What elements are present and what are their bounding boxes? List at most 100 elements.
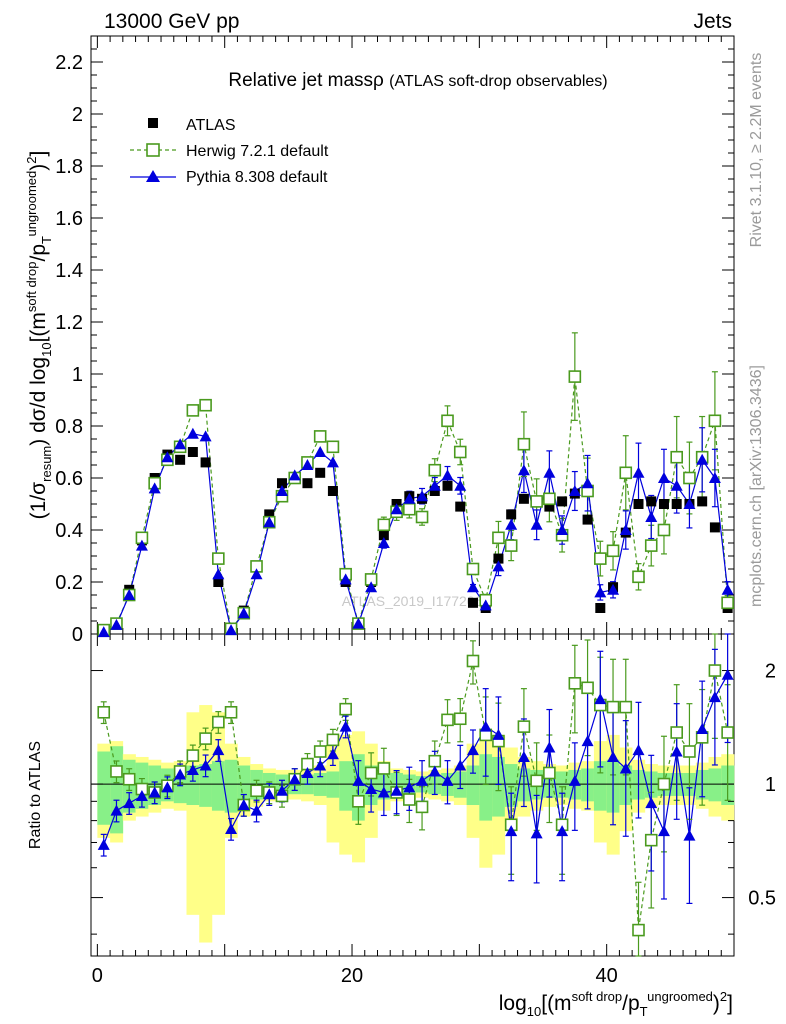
herwig-point-25 xyxy=(415,510,429,524)
atlas-point-31 xyxy=(493,553,504,564)
herwig-ratio-point-35 xyxy=(543,766,556,780)
pythia-ratio-point-22 xyxy=(377,786,390,798)
pythia-point-20 xyxy=(352,617,365,629)
herwig-ratio-point-43 xyxy=(644,833,658,847)
pythia-point-26 xyxy=(428,479,441,491)
pythia-point-4 xyxy=(148,482,161,494)
main-y-tick-label: 0.6 xyxy=(55,468,83,490)
pythia-point-17 xyxy=(314,446,327,457)
herwig-point-34 xyxy=(530,495,543,508)
pythia-point-10 xyxy=(225,624,238,636)
pythia-point-29 xyxy=(466,581,479,593)
main-y-tick-label: 1.8 xyxy=(55,156,83,178)
pythia-ratio-point-11 xyxy=(237,799,250,811)
pythia-ratio-point-47 xyxy=(696,722,709,734)
legend-item-atlas: ATLAS xyxy=(148,117,236,134)
herwig-point-43 xyxy=(644,539,658,552)
pythia-ratio-point-19 xyxy=(339,720,352,732)
pythia-ratio-point-28 xyxy=(454,759,467,771)
pythia-ratio-point-7 xyxy=(186,763,199,775)
herwig-ratio-point-37 xyxy=(568,677,582,690)
pythia-point-24 xyxy=(403,492,416,504)
main-y-tick-label: 0.4 xyxy=(55,520,83,542)
pythia-point-23 xyxy=(390,503,403,515)
herwig-ratio-point-18 xyxy=(326,733,340,747)
pythia-ratio-point-6 xyxy=(174,768,187,780)
herwig-ratio-point-33 xyxy=(517,720,531,733)
herwig-point-37 xyxy=(568,370,582,383)
herwig-ratio-point-2 xyxy=(122,772,136,786)
band-inner-19 xyxy=(339,761,353,811)
atlas-point-14 xyxy=(276,478,287,489)
atlas-point-39 xyxy=(595,603,606,613)
pythia-ratio-point-38 xyxy=(581,735,594,747)
pythia-point-8 xyxy=(199,430,212,442)
pythia-ratio-point-32 xyxy=(505,825,518,837)
pythia-point-5 xyxy=(161,451,174,463)
herwig-ratio-point-7 xyxy=(186,749,200,762)
atlas-point-48 xyxy=(709,522,720,533)
herwig-point-46 xyxy=(683,471,696,485)
pythia-point-3 xyxy=(135,539,148,551)
pythia-ratio-point-17 xyxy=(314,759,327,771)
pythia-ratio-point-25 xyxy=(416,774,429,786)
herwig-ratio-point-1 xyxy=(110,765,123,778)
svg-text:Pythia 8.308 default: Pythia 8.308 default xyxy=(186,169,328,186)
ratio-y-tick-label: 0.5 xyxy=(748,888,776,910)
herwig-ratio-point-49 xyxy=(721,726,734,739)
pythia-ratio-point-23 xyxy=(390,784,403,796)
herwig-ratio-point-19 xyxy=(339,702,352,716)
pythia-point-2 xyxy=(123,589,136,600)
ratio-y-tick-label: 2 xyxy=(765,661,776,683)
band-inner-29 xyxy=(466,765,480,806)
herwig-point-22 xyxy=(377,518,391,532)
herwig-point-32 xyxy=(504,539,518,552)
pythia-ratio-point-10 xyxy=(225,823,238,835)
x-tick-label: 0 xyxy=(92,965,103,987)
herwig-point-40 xyxy=(606,544,620,558)
pythia-point-6 xyxy=(174,438,187,450)
atlas-point-38 xyxy=(582,514,593,525)
pythia-point-44 xyxy=(657,472,670,483)
pythia-point-34 xyxy=(530,518,543,530)
band-outer-7 xyxy=(186,712,200,915)
herwig-ratio-point-17 xyxy=(313,745,327,758)
atlas-point-6 xyxy=(175,454,186,465)
pythia-ratio-point-26 xyxy=(428,765,441,777)
pythia-ratio-point-40 xyxy=(607,750,620,762)
pythia-ratio-point-46 xyxy=(683,829,696,841)
main-y-tick-label: 1.6 xyxy=(55,208,83,230)
pythia-point-16 xyxy=(301,459,314,470)
herwig-point-44 xyxy=(657,523,671,537)
pythia-ratio-point-31 xyxy=(492,728,505,740)
herwig-point-35 xyxy=(543,492,556,506)
herwig-line xyxy=(103,376,729,631)
pythia-ratio-point-27 xyxy=(441,774,454,786)
ratio-y-tick-label: 1 xyxy=(765,774,776,796)
pythia-point-0 xyxy=(97,626,110,638)
herwig-point-26 xyxy=(428,463,442,477)
band-inner-18 xyxy=(326,771,340,798)
main-y-tick-label: 0.8 xyxy=(55,416,83,438)
pythia-point-1 xyxy=(110,618,123,630)
pythia-ratio-point-30 xyxy=(479,720,492,732)
pythia-point-47 xyxy=(696,453,709,465)
x-tick-label: 40 xyxy=(596,965,618,987)
herwig-ratio-point-20 xyxy=(352,795,365,808)
main-y-axis-label: (1/σresum) dσ/d log10[(msoft drop/pTungr… xyxy=(24,151,54,520)
pythia-point-13 xyxy=(263,516,276,528)
herwig-point-41 xyxy=(619,466,633,480)
pythia-ratio-point-12 xyxy=(250,804,263,816)
pythia-point-15 xyxy=(288,469,301,481)
herwig-ratio-point-8 xyxy=(199,732,212,745)
herwig-point-48 xyxy=(708,414,722,428)
main-y-tick-label: 1 xyxy=(72,364,83,386)
legend-item-herwig: Herwig 7.2.1 default xyxy=(130,143,329,160)
pythia-point-22 xyxy=(377,537,390,548)
ratio-series-layer xyxy=(97,633,734,957)
pythia-ratio-point-1 xyxy=(110,804,123,816)
herwig-ratio-point-34 xyxy=(530,774,543,788)
analysis-watermark: ATLAS_2019_I1772062 xyxy=(342,593,491,609)
pythia-ratio-point-36 xyxy=(556,825,569,837)
